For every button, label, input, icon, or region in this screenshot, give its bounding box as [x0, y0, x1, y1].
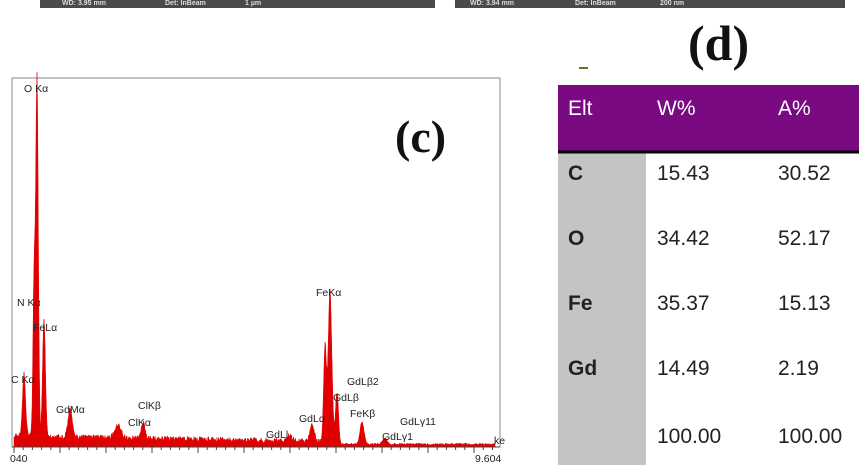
peak-label: N Kα	[17, 297, 41, 309]
table-header	[558, 85, 859, 152]
peak-label: GdLγ1	[382, 431, 413, 443]
x-ticks	[12, 447, 500, 453]
table-header-cell: Elt	[568, 97, 593, 120]
peak-label: O Kα	[24, 83, 48, 95]
peak-label: GdLγ11	[400, 416, 436, 428]
info-text: WD: 3.94 mm	[470, 0, 514, 7]
table-cell: 15.43	[657, 162, 710, 185]
peak-label: FeLα	[33, 322, 57, 334]
table-cell: 34.42	[657, 227, 710, 250]
peak-label: GdLβ2	[347, 376, 379, 388]
table-cell: Fe	[568, 292, 593, 315]
x-axis-end: 9.604	[475, 453, 501, 465]
peak-label: GdLl	[266, 429, 288, 441]
info-text: Det: InBeam	[575, 0, 616, 7]
table-cell: 52.17	[778, 227, 831, 250]
table-total-cell: 100.00	[657, 425, 721, 448]
peak-label: FeKβ	[350, 408, 375, 420]
figure: WD: 3.95 mm Det: InBeam 1 µm WD: 3.94 mm…	[0, 0, 859, 465]
x-axis-unit: ke	[494, 435, 505, 447]
panel-label: (d)	[688, 15, 749, 71]
peak-label: ClKα	[128, 417, 151, 429]
info-text: 1 µm	[245, 0, 261, 7]
table-cell: Gd	[568, 357, 597, 380]
info-text: WD: 3.95 mm	[62, 0, 106, 7]
table-cell: 14.49	[657, 357, 710, 380]
table-header-cell: A%	[778, 97, 811, 120]
peak-label: GdMα	[56, 404, 85, 416]
panel-label: (c)	[395, 111, 446, 162]
peak-label: GdLα	[299, 413, 325, 425]
peak-label: GdLβ	[333, 392, 359, 404]
table-cell: O	[568, 227, 584, 250]
table-cell: 35.37	[657, 292, 710, 315]
table-cell: 30.52	[778, 162, 831, 185]
peak-label: FeKα	[316, 287, 341, 299]
x-axis-start: 040	[10, 453, 28, 465]
table-header-cell: W%	[657, 97, 696, 120]
peak-label: ClKβ	[138, 400, 161, 412]
table-cell: 15.13	[778, 292, 831, 315]
table-cell: C	[568, 162, 583, 185]
info-text: Det: InBeam	[165, 0, 206, 7]
table-total-cell: 100.00	[778, 425, 842, 448]
peak-label: C Kα	[11, 374, 35, 386]
info-text: 200 nm	[660, 0, 684, 7]
table-cell: 2.19	[778, 357, 819, 380]
